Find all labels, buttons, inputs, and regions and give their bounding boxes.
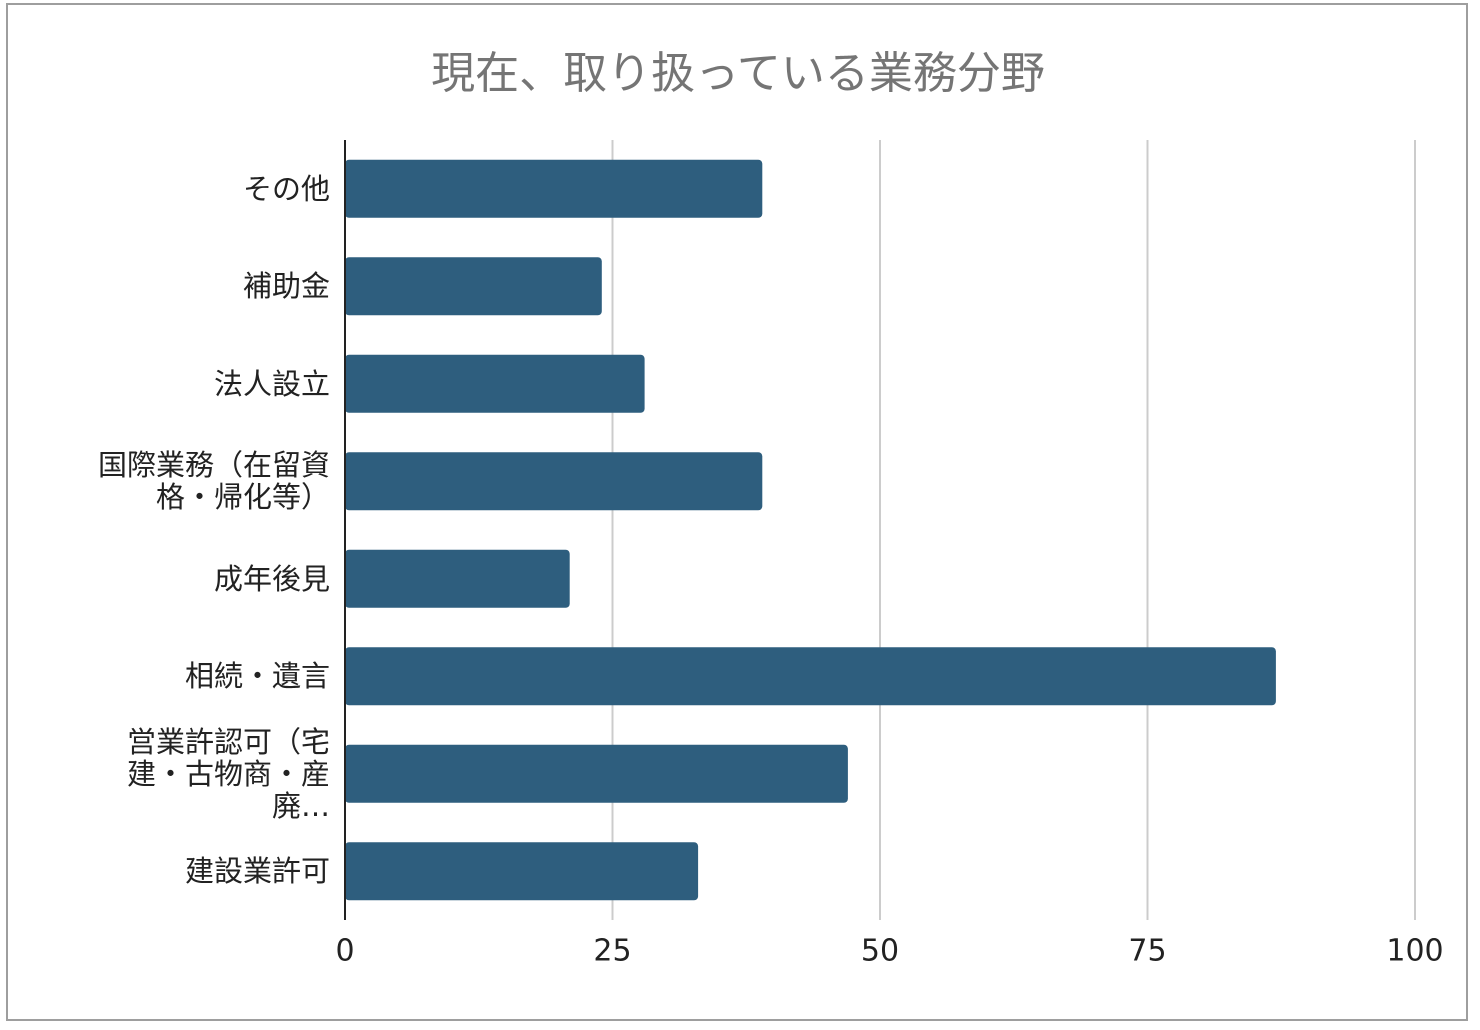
y-tick-label: 国際業務（在留資格・帰化等） [97, 448, 330, 515]
y-tick-label: 建設業許可 [184, 854, 330, 889]
bar [345, 744, 848, 803]
y-tick-label: 成年後見 [213, 561, 330, 596]
bar [345, 257, 602, 316]
bar [345, 647, 1276, 706]
bar [345, 354, 645, 413]
bar [345, 159, 763, 218]
x-tick-label: 100 [1386, 934, 1443, 969]
x-tick-label: 50 [861, 934, 899, 969]
chart-title: 現在、取り扱っている業務分野 [431, 48, 1045, 99]
x-tick-label: 0 [335, 934, 354, 969]
y-tick-label: 補助金 [242, 269, 330, 304]
bar [345, 452, 763, 511]
y-tick-label: 営業許認可（宅建・古物商・産廃… [126, 724, 330, 823]
chart-frame [6, 3, 1468, 1021]
y-tick-label: その他 [242, 171, 330, 206]
y-tick-label: 相続・遺言 [184, 659, 330, 694]
bar [345, 549, 570, 608]
bar [345, 842, 699, 901]
y-tick-label: 法人設立 [213, 366, 330, 401]
x-tick-label: 25 [593, 934, 631, 969]
x-tick-label: 75 [1128, 934, 1166, 969]
